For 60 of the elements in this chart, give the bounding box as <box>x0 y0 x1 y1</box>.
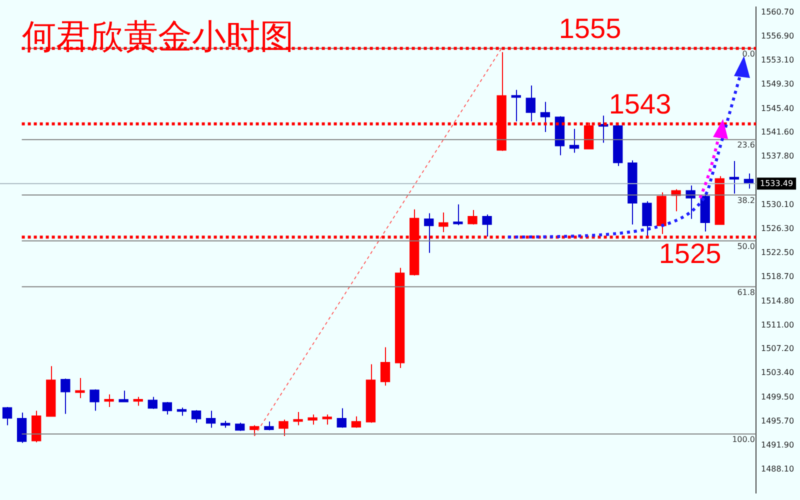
ref-line-label: 1555 <box>558 13 622 44</box>
y-tick-label: 1518.70 <box>761 272 794 281</box>
annotation: 0.0 <box>742 49 755 58</box>
y-tick-label: 1549.30 <box>761 79 794 88</box>
candlestick <box>380 346 390 386</box>
candlestick <box>453 204 463 226</box>
candlestick <box>308 414 318 426</box>
candlestick <box>686 185 696 220</box>
y-tick-label: 1556.90 <box>761 31 794 40</box>
candlestick <box>482 214 492 237</box>
candlestick <box>118 390 128 402</box>
y-tick-label: 1514.80 <box>761 296 794 306</box>
y-tick-label: 1499.50 <box>761 392 794 402</box>
candlestick <box>278 419 288 436</box>
candlestick <box>540 101 550 133</box>
y-tick-label: 1553.10 <box>761 55 794 64</box>
candlestick <box>2 406 12 426</box>
candlestick <box>16 412 27 444</box>
candlestick <box>424 212 434 254</box>
candlestick <box>90 388 100 412</box>
candlestick <box>569 128 580 154</box>
candlestick <box>438 212 448 233</box>
candlestick <box>351 416 362 428</box>
y-tick-label: 1545.40 <box>761 104 794 113</box>
y-tick-label: 1503.40 <box>761 368 794 378</box>
candlestick <box>162 401 172 416</box>
candlestick <box>511 89 521 122</box>
annotation: 50.0 <box>737 242 755 251</box>
ref-line-label: 1533.49 <box>760 178 794 188</box>
annotation: 38.2 <box>737 196 755 206</box>
candlestick <box>206 410 216 428</box>
candlestick <box>526 84 536 122</box>
candlestick <box>642 200 652 238</box>
annotation: 23.6 <box>737 140 755 150</box>
y-tick-label: 1530.10 <box>761 200 794 210</box>
y-tick-label: 1488.10 <box>761 464 794 474</box>
candlestick <box>250 424 260 436</box>
candlestick <box>468 210 478 226</box>
y-tick-label: 1522.50 <box>761 248 794 257</box>
y-tick-label: 1560.70 <box>761 8 794 17</box>
candlestick <box>336 408 346 428</box>
annotation: 100.0 <box>732 435 755 444</box>
candlestick <box>75 378 85 399</box>
ref-line-label: 1525 <box>658 238 722 269</box>
candlestick <box>60 378 70 414</box>
candlestick <box>293 412 303 426</box>
candlestick <box>104 394 114 408</box>
y-tick-label: 1507.20 <box>761 344 794 354</box>
candlestick <box>322 414 332 426</box>
y-tick-label: 1511.00 <box>761 320 794 330</box>
candlestick <box>148 396 158 410</box>
candlestick <box>729 160 740 194</box>
y-tick-label: 1541.60 <box>761 128 794 137</box>
y-tick-label: 1495.70 <box>761 416 794 426</box>
ref-line-label: 1543 <box>608 88 672 120</box>
y-tick-label: 1526.30 <box>761 224 794 233</box>
annotation: 61.8 <box>737 288 755 297</box>
y-tick-label: 1537.80 <box>761 152 794 161</box>
y-tick-label: 1491.90 <box>761 440 794 450</box>
candlestick <box>191 410 202 424</box>
